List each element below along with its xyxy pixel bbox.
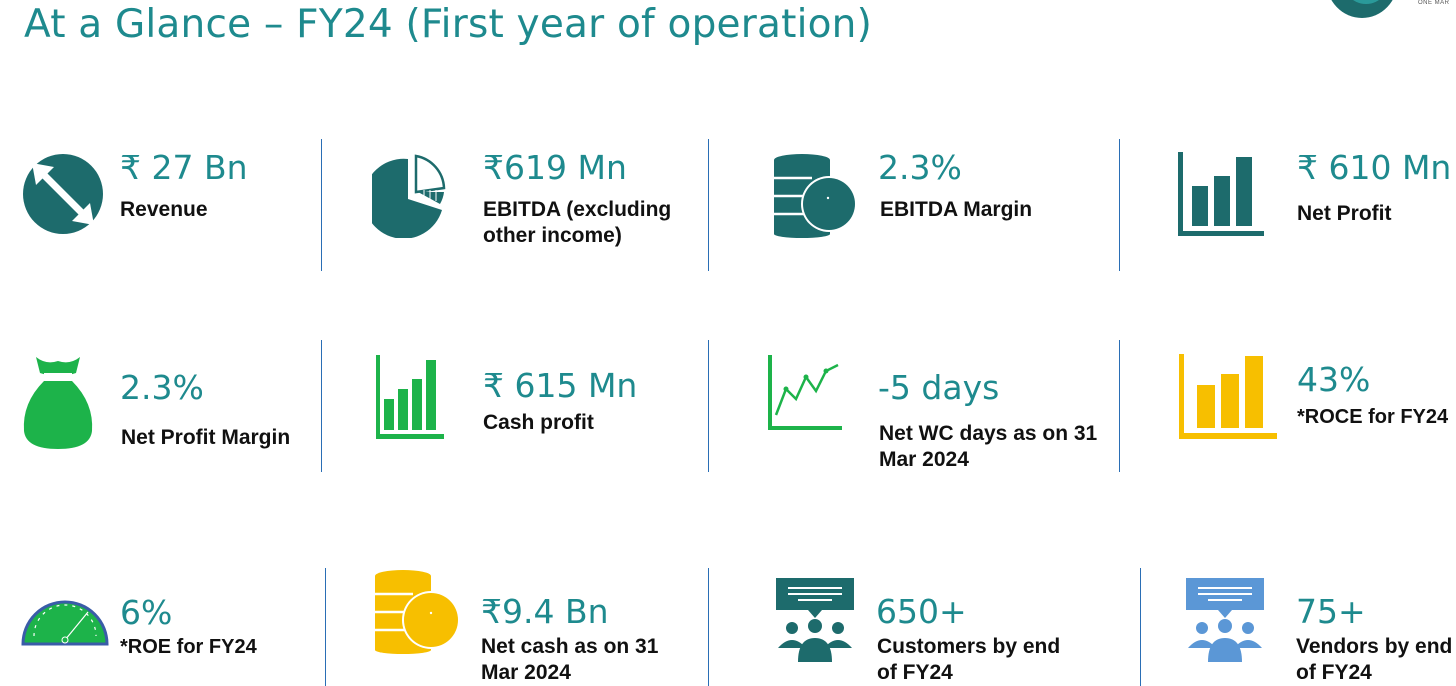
- tile-value: ₹619 Mn: [483, 148, 627, 187]
- bar-chart-icon: [376, 355, 444, 439]
- line-chart-icon: [768, 355, 842, 430]
- divider: [1119, 139, 1120, 271]
- tile-value: 43%: [1297, 360, 1371, 399]
- bar-chart-icon: [1179, 354, 1277, 439]
- tile-label: EBITDA (excluding other income): [483, 198, 672, 247]
- tile-label: Net Profit Margin: [121, 426, 291, 449]
- pie-chart-icon: [372, 154, 446, 238]
- people-chat-icon: [776, 578, 854, 662]
- divider: [1119, 340, 1120, 472]
- money-bag-icon: [23, 357, 93, 449]
- company-logo-icon: [1331, 0, 1393, 18]
- tile-value: 75+: [1296, 592, 1366, 631]
- divider: [321, 139, 322, 271]
- tile-label: *ROCE for FY24: [1297, 406, 1449, 428]
- tile-label: Cash profit: [483, 411, 594, 434]
- tile-value: -5 days: [878, 368, 1000, 407]
- tile-value: 2.3%: [120, 368, 204, 407]
- gauge-icon: [21, 600, 109, 646]
- divider: [321, 340, 322, 472]
- coin-stack-icon: [774, 154, 857, 238]
- tile-label: Revenue: [120, 198, 208, 221]
- divider: [1140, 568, 1141, 686]
- coin-stack-icon: [375, 570, 460, 654]
- divider: [708, 568, 709, 686]
- tile-value: ₹ 610 Mn: [1297, 148, 1452, 187]
- tile-value: 650+: [876, 592, 967, 631]
- divider: [708, 340, 709, 472]
- tile-value: ₹9.4 Bn: [481, 592, 609, 631]
- tile-label: Vendors by end of FY24: [1296, 635, 1453, 684]
- tile-label: Customers by end of FY24: [877, 635, 1061, 684]
- tile-value: ₹ 27 Bn: [120, 148, 248, 187]
- diagonal-arrow-circle-icon: [23, 154, 103, 234]
- bar-chart-icon: [1178, 152, 1264, 236]
- people-chat-icon: [1186, 578, 1264, 662]
- divider: [708, 139, 709, 271]
- divider: [325, 568, 326, 686]
- tile-label: *ROE for FY24: [120, 636, 257, 658]
- tile-label: EBITDA Margin: [880, 198, 1033, 221]
- tile-label: Net Profit: [1297, 202, 1392, 225]
- tile-label: Net cash as on 31 Mar 2024: [481, 635, 659, 684]
- tile-value: 2.3%: [878, 148, 962, 187]
- tile-value: ₹ 615 Mn: [483, 366, 638, 405]
- page-title: At a Glance – FY24 (First year of operat…: [24, 2, 873, 47]
- tile-value: 6%: [120, 593, 173, 632]
- logo-text: ONE MAR: [1418, 0, 1450, 6]
- tile-label: Net WC days as on 31 Mar 2024: [879, 422, 1098, 471]
